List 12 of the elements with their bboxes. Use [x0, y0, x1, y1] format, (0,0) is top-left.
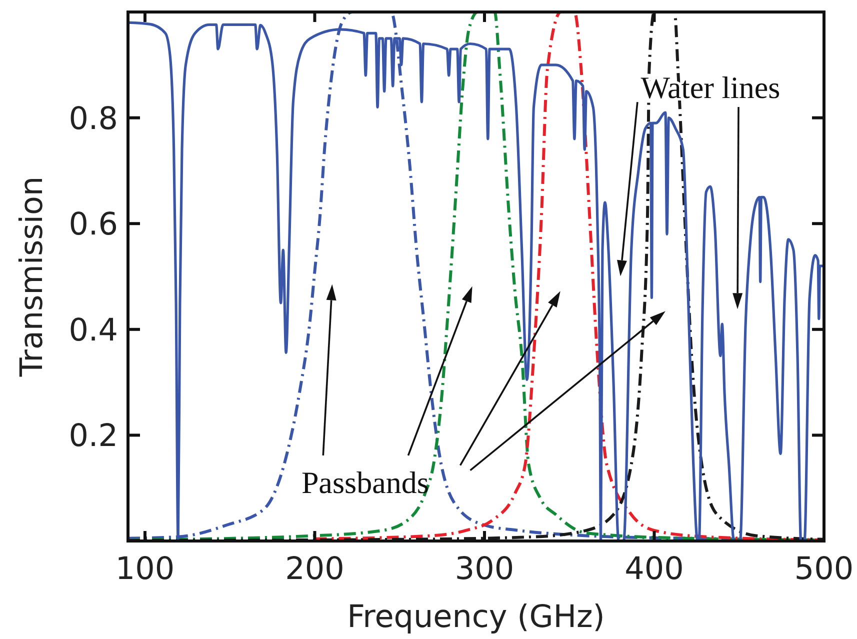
y-axis-title: Transmission: [14, 176, 50, 378]
x-tick-label: 400: [624, 551, 684, 587]
x-tick-label: 300: [454, 551, 514, 587]
y-tick-label: 0.8: [68, 100, 118, 137]
y-tick-label: 0.2: [68, 418, 118, 454]
x-tick-label: 200: [285, 551, 344, 587]
x-tick-label: 500: [794, 551, 854, 587]
x-axis-title: Frequency (GHz): [347, 599, 605, 635]
x-tick-label: 100: [115, 551, 175, 587]
y-tick-label: 0.4: [68, 312, 118, 348]
annotation: Passbands: [301, 465, 429, 500]
y-tick-label: 0.6: [68, 206, 118, 243]
